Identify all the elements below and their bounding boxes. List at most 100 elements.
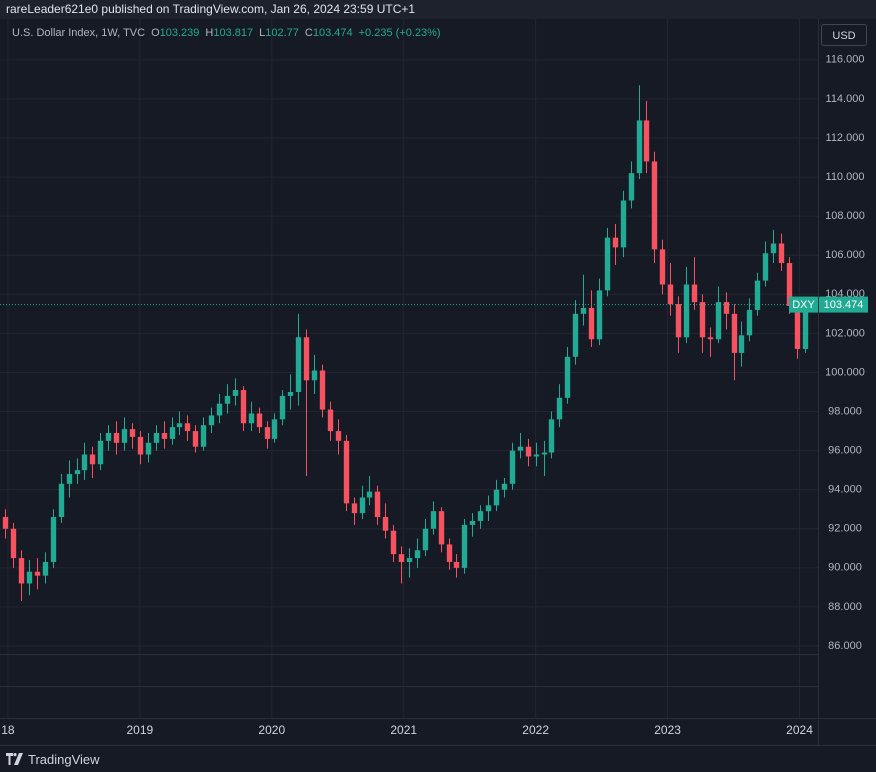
candle-body (802, 304, 809, 350)
ohlc-value: 103.239 (159, 27, 200, 39)
grid (0, 19, 818, 718)
candle-body (564, 356, 571, 398)
x-tick-label: 18 (1, 723, 15, 737)
y-tick-label: 106.000 (825, 249, 865, 261)
ohlc-key: H (205, 27, 214, 39)
candle-body (762, 253, 769, 281)
candle-body (556, 397, 563, 420)
candle-body (184, 423, 191, 432)
candle-body (18, 558, 25, 584)
candle-body (216, 403, 223, 416)
candle-body (501, 483, 508, 490)
candle-body (66, 474, 73, 484)
candle-body (335, 431, 342, 441)
candle-body (287, 391, 294, 396)
y-tick-label: 90.000 (828, 562, 862, 574)
change: +0.235 (+0.23%) (358, 27, 441, 39)
candle-body (533, 454, 540, 457)
candle-body (438, 511, 445, 545)
candle-body (390, 530, 397, 555)
brand-name: TradingView (28, 751, 100, 767)
candle-body (509, 450, 516, 484)
candle-body (461, 524, 468, 568)
candle-body (715, 302, 722, 340)
ohlc-item: O103.239 (151, 27, 199, 39)
candle-body (406, 558, 413, 562)
last-price-tag (819, 296, 868, 313)
candle-body (42, 561, 49, 576)
candle-body (636, 120, 643, 174)
candle-body (161, 433, 168, 439)
candle-body (58, 483, 65, 518)
y-tick-label: 110.000 (826, 171, 865, 183)
candle-body (295, 337, 302, 392)
y-tick-label: 116.000 (826, 54, 865, 66)
x-tick-label: 2024 (786, 723, 813, 737)
candle-body (477, 511, 484, 521)
candle-body (683, 284, 690, 338)
candle-body (398, 554, 405, 562)
byline: rareLeader621e0 published on TradingView… (0, 0, 876, 19)
candle-body (572, 313, 579, 357)
candle-body (643, 120, 650, 162)
candle-body (137, 436, 144, 455)
candle-body (327, 409, 334, 432)
candle-body (105, 433, 112, 441)
candle-body (422, 528, 429, 551)
x-tick-label: 2021 (390, 723, 417, 737)
y-tick-label: 108.000 (825, 210, 865, 222)
candle-body (612, 237, 619, 248)
y-tick-label: 114.000 (826, 93, 865, 105)
symbol-title: U.S. Dollar Index, 1W, TVC (12, 27, 146, 39)
candle-body (430, 511, 437, 529)
candle-body (50, 517, 57, 562)
candle-body (604, 237, 611, 291)
candle-body (208, 415, 215, 426)
x-tick-label: 2020 (258, 723, 285, 737)
y-tick-label: 102.000 (825, 327, 865, 339)
candle-body (469, 520, 476, 525)
candle-body (493, 489, 500, 506)
candle-body (675, 304, 682, 338)
last-price-label: 103.474 (824, 299, 864, 311)
candle-body (699, 302, 706, 338)
ohlc-item: L102.77 (259, 27, 299, 39)
brand-logo (6, 753, 23, 765)
x-tick-label: 2019 (127, 723, 154, 737)
candle-body (382, 517, 389, 531)
candle-body (770, 243, 777, 254)
candle-body (145, 442, 152, 455)
symbol-tag-label: DXY (792, 299, 815, 311)
candle-body (351, 503, 358, 514)
candle-body (248, 413, 255, 424)
candle-body (89, 454, 96, 465)
candle-body (659, 249, 666, 285)
candle-body (746, 309, 753, 336)
candle-body (778, 243, 785, 264)
candle-body (97, 440, 104, 465)
candle-body (200, 425, 207, 447)
candle-body (651, 161, 658, 250)
currency-button[interactable]: USD (821, 24, 867, 46)
y-tick-label: 98.000 (828, 405, 862, 417)
candle-body (303, 337, 310, 381)
candle-body (74, 470, 81, 475)
candle-body (485, 505, 492, 512)
symbol-legend: U.S. Dollar Index, 1W, TVC O103.239 H103.… (12, 27, 441, 39)
candle-body (129, 429, 136, 437)
y-tick-label: 100.000 (825, 366, 865, 378)
y-tick-label: 92.000 (828, 523, 862, 535)
ohlc-item: H103.817 (205, 27, 253, 39)
candle-body (26, 571, 33, 584)
candle-body (256, 413, 263, 428)
candle-body (517, 446, 524, 451)
ohlc-item: C103.474 (305, 27, 353, 39)
candle-body (232, 390, 239, 396)
ohlc-value: 103.817 (213, 27, 254, 39)
symbol-tag (789, 296, 818, 313)
candle-body (113, 433, 120, 443)
candle-body (169, 427, 176, 439)
candle-body (525, 446, 532, 457)
candle-body (153, 433, 160, 443)
candle-body (366, 491, 373, 498)
